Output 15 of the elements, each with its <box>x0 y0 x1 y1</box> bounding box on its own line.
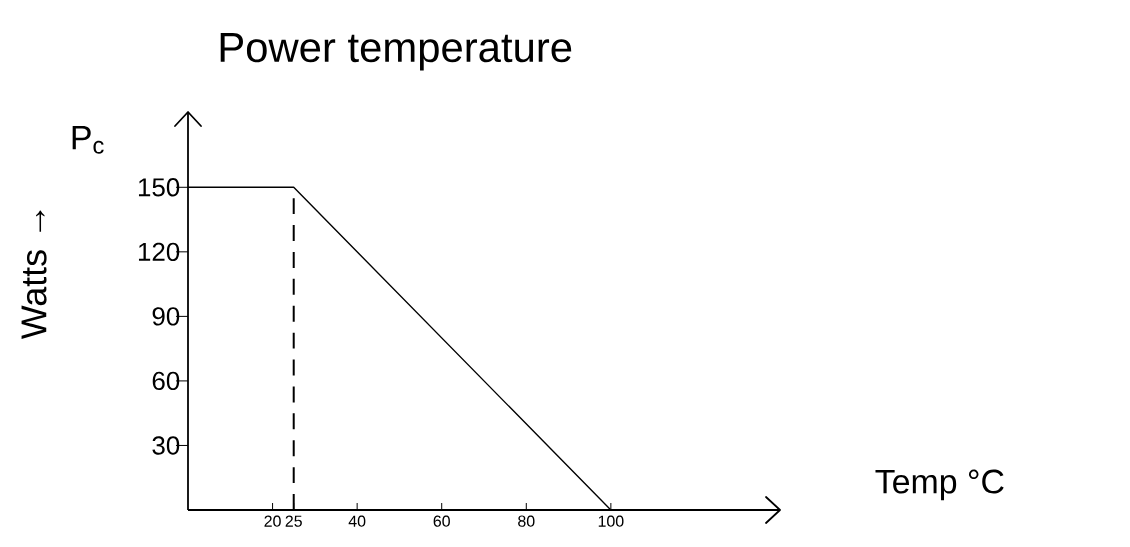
x-tick-label: 60 <box>433 515 450 527</box>
x-axis-title: Temp °C <box>875 469 1004 501</box>
chart-title: Power temperature <box>220 33 572 71</box>
x-tick-label: 25 <box>285 515 302 527</box>
x-tick-label: 100 <box>598 515 624 527</box>
x-tick-label: 40 <box>348 515 366 527</box>
x-tick-label: 20 <box>264 515 281 527</box>
x-tick-label: 80 <box>518 515 535 527</box>
y-tick-label: 30 <box>152 436 180 455</box>
text: P$_{c}$ <box>72 125 104 154</box>
y-tick-label: 60 <box>152 371 180 391</box>
y-tick-label: 120 <box>138 242 180 261</box>
y-tick-label: 90 <box>152 307 180 326</box>
y-tick-label: 150 <box>138 178 180 197</box>
y-axis-title: Watts → <box>21 210 47 340</box>
